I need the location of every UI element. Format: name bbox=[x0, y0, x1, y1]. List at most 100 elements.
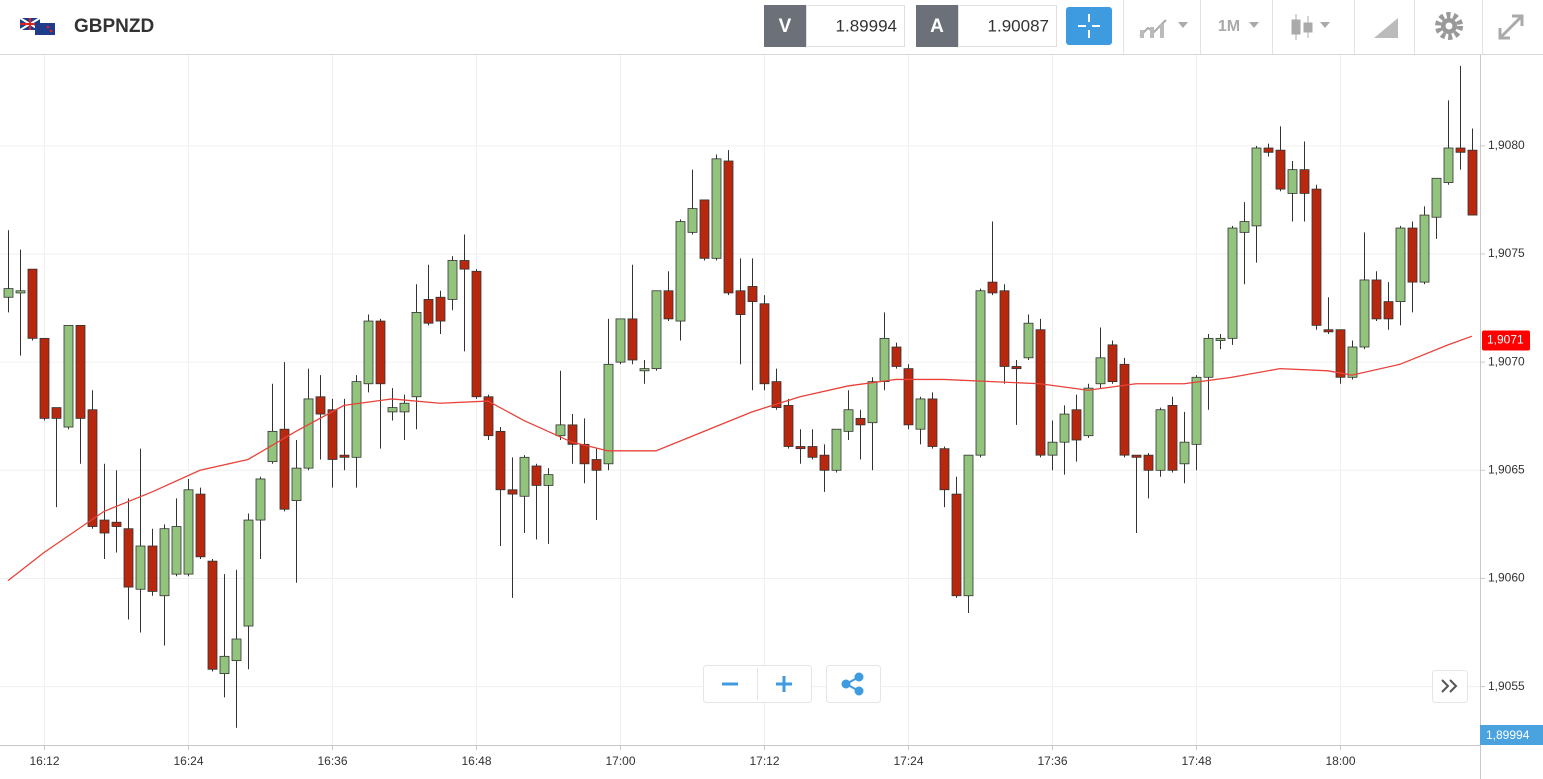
zoom-controls bbox=[703, 665, 1468, 703]
candle-body bbox=[171, 526, 182, 575]
candle-body bbox=[903, 368, 914, 426]
candle-body bbox=[195, 493, 206, 558]
x-tick-label: 18:00 bbox=[1325, 754, 1355, 768]
candle-body bbox=[711, 158, 722, 259]
candle-body bbox=[207, 560, 218, 670]
candle-body bbox=[495, 430, 506, 491]
candle-body bbox=[375, 320, 386, 385]
candle-body bbox=[51, 407, 62, 419]
candle-body bbox=[1143, 454, 1154, 471]
candle-body bbox=[471, 270, 482, 398]
candle-body bbox=[675, 221, 686, 322]
candle-body bbox=[1107, 344, 1118, 383]
ask-button[interactable] bbox=[916, 5, 958, 47]
candle-body bbox=[543, 474, 554, 486]
x-tick-label: 17:00 bbox=[605, 754, 635, 768]
draw-tool-button[interactable] bbox=[1374, 18, 1398, 38]
candle-body bbox=[1335, 329, 1346, 378]
bid-button[interactable] bbox=[764, 5, 806, 47]
candle-body bbox=[3, 288, 14, 298]
candle-body bbox=[339, 454, 350, 458]
separators bbox=[1123, 0, 1483, 54]
candle-body bbox=[435, 296, 446, 322]
chart-type-button[interactable] bbox=[1139, 19, 1188, 38]
toolbar: GBPNZD V 1.89994 A 1.90087 1M bbox=[0, 0, 1543, 55]
candle-body bbox=[1287, 169, 1298, 194]
candle-body bbox=[1191, 376, 1202, 445]
zoom-in-button[interactable] bbox=[776, 676, 792, 692]
scroll-right-button[interactable] bbox=[1432, 670, 1468, 703]
price-marker-label: 1,9071 bbox=[1487, 333, 1524, 347]
candle-body bbox=[771, 381, 782, 408]
candle-body bbox=[327, 409, 338, 460]
candle-body bbox=[27, 268, 38, 339]
x-tick-label: 16:36 bbox=[317, 754, 347, 768]
candle-body bbox=[891, 346, 902, 367]
candle-body bbox=[1359, 279, 1370, 348]
scroll-right-icon bbox=[1441, 679, 1458, 693]
x-tick-label: 17:12 bbox=[749, 754, 779, 768]
settings-button[interactable] bbox=[1435, 12, 1463, 40]
ask-box bbox=[958, 5, 1057, 47]
candle-body bbox=[639, 368, 650, 372]
candle-body bbox=[75, 324, 86, 419]
candle-body bbox=[1203, 337, 1214, 378]
candle-body bbox=[615, 318, 626, 363]
candle-body bbox=[1323, 329, 1334, 333]
bid-price: 1.89994 bbox=[836, 16, 897, 35]
candle-body bbox=[663, 290, 674, 320]
candle-body bbox=[927, 398, 938, 447]
candle-body bbox=[1227, 227, 1238, 339]
candle-body bbox=[363, 320, 374, 385]
x-tick-label: 17:36 bbox=[1037, 754, 1067, 768]
candle-body bbox=[1407, 227, 1418, 283]
candle-body bbox=[87, 409, 98, 527]
candle-body bbox=[15, 290, 26, 294]
candle-body bbox=[351, 381, 362, 458]
candle-body bbox=[291, 467, 302, 501]
y-tick-label: 1,9080 bbox=[1488, 138, 1525, 152]
candle-body bbox=[315, 396, 326, 415]
candle-body bbox=[687, 208, 698, 233]
candle-body bbox=[699, 199, 710, 259]
candle-body bbox=[399, 402, 410, 413]
plot-area bbox=[0, 55, 1480, 745]
candle-body bbox=[747, 286, 758, 302]
candle-body bbox=[1347, 346, 1358, 378]
candle-body bbox=[843, 409, 854, 432]
candle-body bbox=[243, 519, 254, 627]
candle-body bbox=[1455, 147, 1466, 153]
x-tick-label: 16:12 bbox=[29, 754, 59, 768]
candle-body bbox=[447, 260, 458, 300]
candle-body bbox=[99, 519, 110, 534]
candle-body bbox=[1131, 454, 1142, 458]
crosshair-button[interactable] bbox=[1066, 7, 1112, 45]
y-tick-label: 1,9055 bbox=[1488, 679, 1525, 693]
candle-body bbox=[831, 428, 842, 471]
crosshair-icon bbox=[1078, 14, 1100, 38]
candle-body bbox=[1179, 441, 1190, 465]
candle-body bbox=[519, 456, 530, 497]
candle-body bbox=[951, 493, 962, 597]
candle-body bbox=[783, 405, 794, 447]
candle-body bbox=[579, 443, 590, 465]
fullscreen-button[interactable] bbox=[1498, 14, 1524, 40]
candle-style-button[interactable] bbox=[1291, 14, 1330, 40]
candle-body bbox=[279, 428, 290, 510]
candle-body bbox=[879, 337, 890, 383]
share-button[interactable] bbox=[826, 665, 881, 703]
y-tick-label: 1,9065 bbox=[1488, 462, 1525, 476]
bid-box bbox=[806, 5, 905, 47]
x-tick-label: 17:24 bbox=[893, 754, 923, 768]
ask-letter: A bbox=[930, 16, 944, 37]
bid-tag-label: 1,89994 bbox=[1486, 728, 1530, 742]
candle-body bbox=[267, 430, 278, 463]
candle-body bbox=[1167, 405, 1178, 471]
bid-letter: V bbox=[779, 16, 792, 37]
candle-body bbox=[987, 281, 998, 294]
y-tick-label: 1,9075 bbox=[1488, 246, 1525, 260]
candle-body bbox=[915, 398, 926, 430]
candle-body bbox=[231, 638, 242, 662]
timeframe[interactable]: 1M bbox=[1218, 18, 1240, 35]
